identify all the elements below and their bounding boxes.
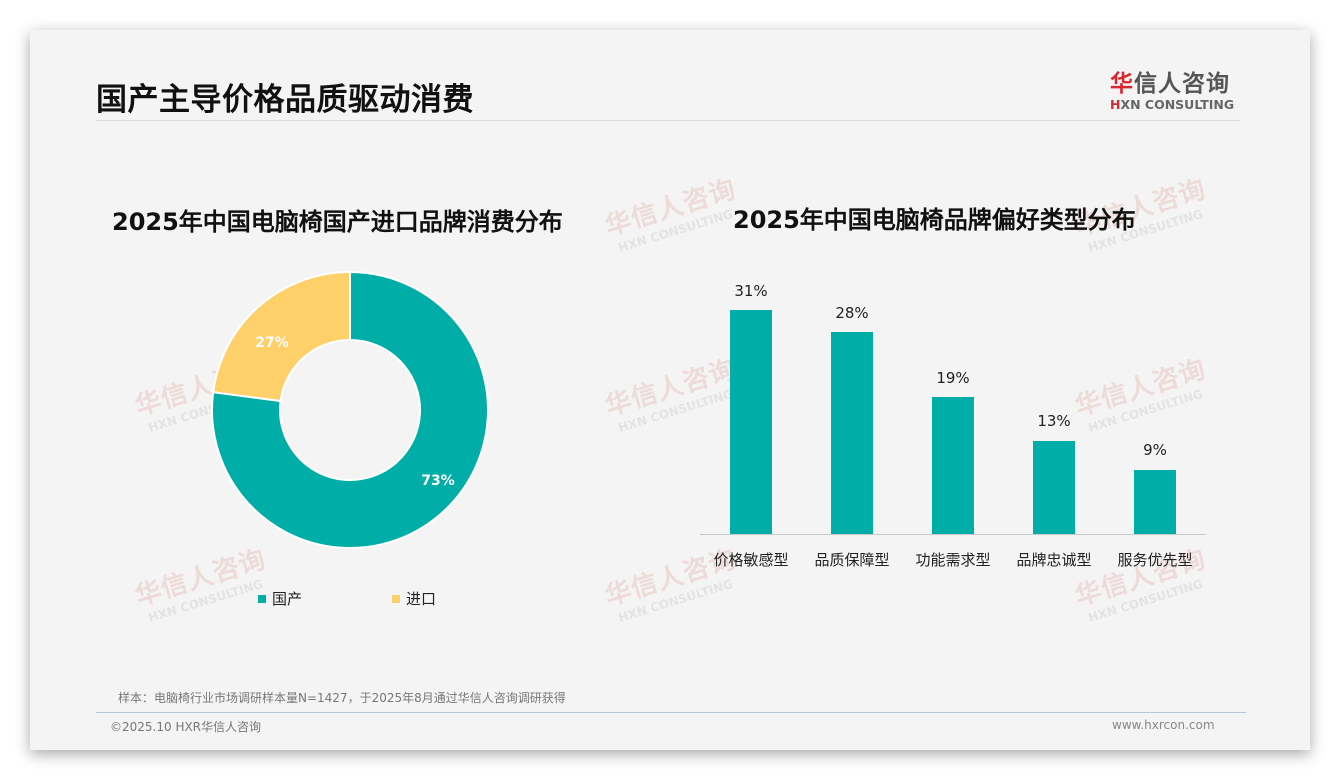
website-link[interactable]: www.hxrcon.com xyxy=(1112,718,1215,732)
bar-value: 19% xyxy=(936,369,970,387)
bar-chart: 31% 价格敏感型 28% 品质保障型 19% 功能需求型 13% 品牌忠诚型 … xyxy=(700,270,1206,570)
bar-category: 品牌忠诚型 xyxy=(1016,551,1092,569)
donut-label-imported: 27% xyxy=(255,335,289,351)
copyright: ©2025.10 HXR华信人咨询 xyxy=(110,720,262,734)
watermark: 华信人咨询 HXN CONSULTING xyxy=(131,544,270,626)
bar-value: 9% xyxy=(1143,441,1167,459)
bar-function-demand xyxy=(932,397,974,534)
bar-quality-assurance xyxy=(831,332,873,534)
legend-swatch-yellow xyxy=(392,594,400,603)
bar-category: 功能需求型 xyxy=(915,551,991,569)
bar-brand-loyalty xyxy=(1033,441,1075,534)
legend-swatch-teal xyxy=(258,594,266,603)
donut-segment-domestic xyxy=(211,270,489,549)
bar-chart-title: 2025年中国电脑椅品牌偏好类型分布 xyxy=(733,206,1136,234)
bar-service-priority xyxy=(1134,470,1176,534)
watermark: 华信人咨询 HXN CONSULTING xyxy=(601,174,740,256)
legend-item-domestic: 国产 xyxy=(258,588,302,609)
sample-note: 样本：电脑椅行业市场调研样本量N=1427，于2025年8月通过华信人咨询调研获… xyxy=(118,691,566,705)
legend-item-imported: 进口 xyxy=(392,588,436,609)
page-title: 国产主导价格品质驱动消费 xyxy=(96,82,474,118)
logo: 华信人咨询 HXN CONSULTING xyxy=(1110,71,1235,112)
bar-price-sensitive xyxy=(730,310,772,534)
bar-value: 31% xyxy=(734,282,768,300)
donut-chart: 73% 27% xyxy=(211,270,489,549)
bar-value: 13% xyxy=(1037,412,1071,430)
bar-category: 价格敏感型 xyxy=(713,551,789,569)
donut-chart-title: 2025年中国电脑椅国产进口品牌消费分布 xyxy=(112,208,563,236)
footer-divider xyxy=(96,712,1246,713)
title-divider xyxy=(96,120,1240,121)
bar-category: 服务优先型 xyxy=(1117,551,1193,569)
bar-value: 28% xyxy=(835,304,869,322)
donut-segment-imported xyxy=(212,270,351,403)
x-axis-line xyxy=(700,534,1206,535)
donut-label-domestic: 73% xyxy=(421,473,455,489)
slide: 华信人咨询 HXN CONSULTING 华信人咨询 HXN CONSULTING … xyxy=(30,30,1310,750)
bar-category: 品质保障型 xyxy=(814,551,890,569)
